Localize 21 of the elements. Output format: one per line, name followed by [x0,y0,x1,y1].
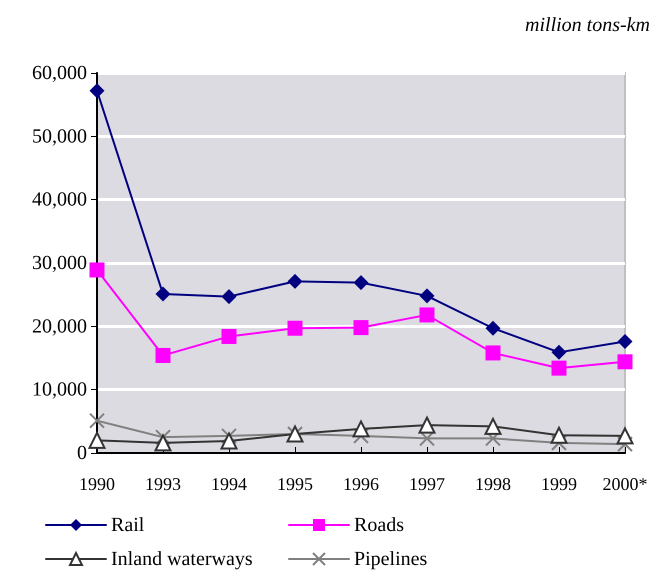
y-tick-label: 50,000 [32,125,87,148]
legend-label: Rail [111,514,145,536]
legend-label: Roads [354,514,404,536]
x-tick-label: 1997 [409,474,445,494]
x-tick-label: 1998 [475,474,511,494]
x-tick-label: 2000* [602,474,648,494]
x-tick-label: 1994 [211,474,247,494]
x-tick-label: 1996 [343,474,379,494]
x-tick-label: 1995 [277,474,313,494]
legend-label: Inland waterways [111,548,253,570]
legend-label: Pipelines [354,548,428,570]
x-tick-label: 1993 [145,474,181,494]
y-tick-label: 60,000 [32,62,87,84]
x-tick-label: 1999 [541,474,577,494]
y-tick-label: 30,000 [32,252,87,274]
y-tick-label: 40,000 [32,188,87,211]
y-tick-label: 0 [77,442,87,464]
y-axis-title: million tons-km [525,14,650,36]
y-tick-label: 20,000 [32,315,87,338]
x-tick-label: 1990 [79,474,115,494]
y-tick-label: 10,000 [32,378,87,401]
